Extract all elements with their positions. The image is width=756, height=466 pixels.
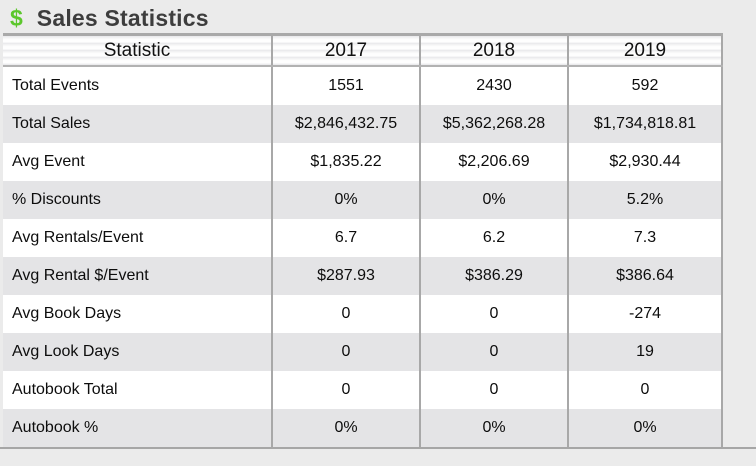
cell-value: $2,206.69 (420, 143, 569, 181)
row-label: Avg Book Days (3, 295, 273, 333)
cell-value: $386.29 (420, 257, 569, 295)
cell-value: 0% (420, 409, 569, 447)
row-label: Total Sales (3, 105, 273, 143)
dollar-icon: $ (10, 4, 23, 31)
cell-value: 5.2% (568, 181, 723, 219)
row-label: Total Events (3, 66, 273, 105)
column-header-2018: 2018 (420, 34, 569, 67)
cell-value: $5,362,268.28 (420, 105, 569, 143)
cell-value: 0 (420, 333, 569, 371)
table-header-row: Statistic 2017 2018 2019 (3, 34, 723, 67)
cell-value: 592 (568, 66, 723, 105)
table-row: Avg Rentals/Event 6.7 6.2 7.3 (3, 219, 723, 257)
table-row: Total Sales $2,846,432.75 $5,362,268.28 $1,… (3, 105, 723, 143)
cell-value: 0 (272, 295, 421, 333)
cell-value: 0 (420, 371, 569, 409)
table-row: Avg Rental $/Event $287.93 $386.29 $386.64 (3, 257, 723, 295)
row-label: % Discounts (3, 181, 273, 219)
cell-value: 0% (272, 181, 421, 219)
cell-value: $1,835.22 (272, 143, 421, 181)
table-header: Statistic 2017 2018 2019 (3, 34, 723, 67)
row-label: Avg Event (3, 143, 273, 181)
sales-statistics-table: Statistic 2017 2018 2019 Total Events 1551 24… (3, 33, 723, 447)
sales-statistics-table-wrap: Statistic 2017 2018 2019 Total Events 1551 24… (3, 33, 723, 447)
cell-value: $287.93 (272, 257, 421, 295)
cell-value: 0% (420, 181, 569, 219)
cell-value: 0 (272, 333, 421, 371)
cell-value: $1,734,818.81 (568, 105, 723, 143)
column-header-statistic: Statistic (3, 34, 273, 67)
cell-value: -274 (568, 295, 723, 333)
cell-value: 0% (272, 409, 421, 447)
table-row: Avg Look Days 0 0 19 (3, 333, 723, 371)
cell-value: 7.3 (568, 219, 723, 257)
cell-value: 0% (568, 409, 723, 447)
table-row: % Discounts 0% 0% 5.2% (3, 181, 723, 219)
table-row: Autobook % 0% 0% 0% (3, 409, 723, 447)
cell-value: 19 (568, 333, 723, 371)
row-label: Autobook Total (3, 371, 273, 409)
cell-value: 0 (272, 371, 421, 409)
cell-value: 6.2 (420, 219, 569, 257)
table-row: Avg Event $1,835.22 $2,206.69 $2,930.44 (3, 143, 723, 181)
cell-value: $2,930.44 (568, 143, 723, 181)
row-label: Autobook % (3, 409, 273, 447)
cell-value: 2430 (420, 66, 569, 105)
bottom-divider (0, 447, 756, 449)
cell-value: 1551 (272, 66, 421, 105)
table-row: Total Events 1551 2430 592 (3, 66, 723, 105)
page-title: Sales Statistics (36, 4, 209, 31)
row-label: Avg Rentals/Event (3, 219, 273, 257)
cell-value: 0 (420, 295, 569, 333)
table-row: Autobook Total 0 0 0 (3, 371, 723, 409)
row-label: Avg Look Days (3, 333, 273, 371)
cell-value: $386.64 (568, 257, 723, 295)
column-header-2019: 2019 (568, 34, 723, 67)
title-bar: $ Sales Statistics (0, 0, 756, 33)
cell-value: 6.7 (272, 219, 421, 257)
row-label: Avg Rental $/Event (3, 257, 273, 295)
table-row: Avg Book Days 0 0 -274 (3, 295, 723, 333)
column-header-2017: 2017 (272, 34, 421, 67)
table-body: Total Events 1551 2430 592 Total Sales $2,846… (3, 66, 723, 447)
cell-value: $2,846,432.75 (272, 105, 421, 143)
cell-value: 0 (568, 371, 723, 409)
